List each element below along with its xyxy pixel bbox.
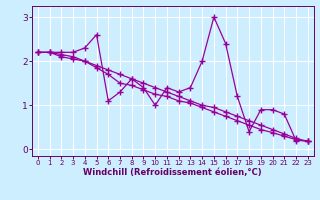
X-axis label: Windchill (Refroidissement éolien,°C): Windchill (Refroidissement éolien,°C) bbox=[84, 168, 262, 177]
